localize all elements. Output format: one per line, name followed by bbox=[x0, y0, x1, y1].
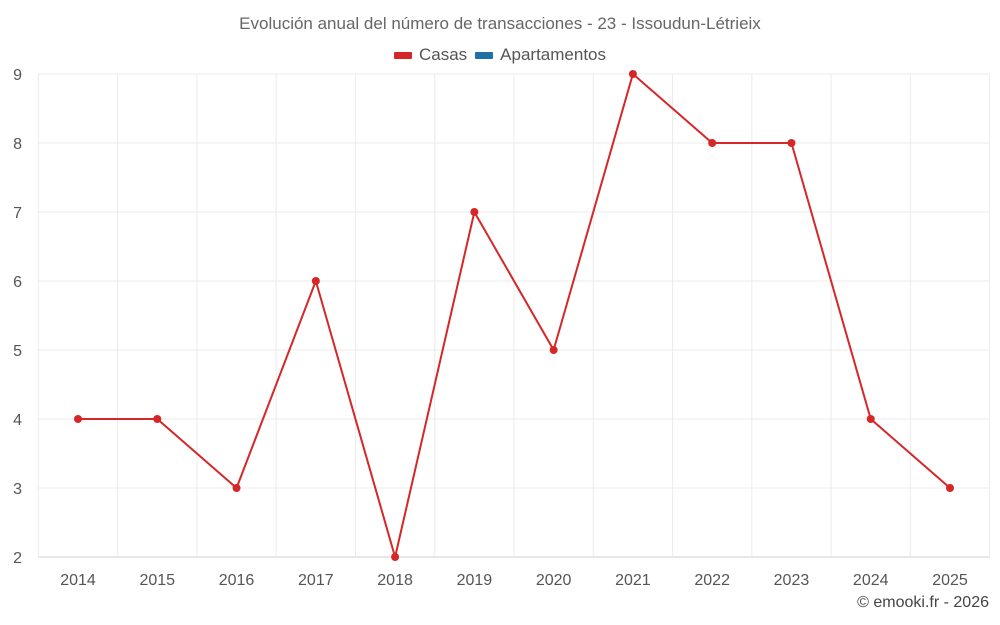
series-line-casas bbox=[78, 73, 951, 558]
data-point bbox=[866, 415, 875, 423]
data-point bbox=[311, 277, 320, 285]
x-tick-label: 2015 bbox=[139, 572, 175, 589]
data-point bbox=[946, 484, 954, 492]
x-tick-label: 2019 bbox=[457, 572, 493, 589]
x-tick-label: 2024 bbox=[853, 572, 889, 589]
data-point bbox=[628, 70, 637, 78]
legend-label-casas: Casas bbox=[418, 45, 468, 64]
data-point bbox=[787, 139, 796, 147]
data-point bbox=[391, 553, 400, 561]
series-casas bbox=[74, 70, 954, 561]
grid bbox=[37, 73, 991, 558]
x-tick-label: 2018 bbox=[377, 572, 413, 589]
legend-label-apartamentos: Apartamentos bbox=[500, 45, 607, 64]
x-tick-label: 2022 bbox=[694, 572, 730, 589]
data-point bbox=[470, 208, 479, 216]
y-tick-label: 5 bbox=[13, 343, 22, 360]
data-point bbox=[153, 415, 162, 423]
axes: 2 3 4 5 6 7 8 9 2014 2015 2016 2017 2018 2019 2020 2021… bbox=[13, 67, 968, 589]
y-tick-label: 2 bbox=[13, 550, 22, 567]
y-tick-label: 3 bbox=[13, 481, 22, 498]
chart-title: Evolución anual del número de transaccio… bbox=[239, 14, 761, 33]
data-point bbox=[74, 415, 82, 423]
data-point bbox=[232, 484, 241, 492]
data-point bbox=[708, 139, 717, 147]
credit-text: © emooki.fr - 2026 bbox=[857, 594, 989, 611]
x-tick-label: 2014 bbox=[60, 572, 96, 589]
y-tick-label: 4 bbox=[13, 412, 22, 429]
legend-item-apartamentos[interactable]: Apartamentos bbox=[475, 45, 606, 65]
x-tick-label: 2021 bbox=[615, 572, 651, 589]
legend-swatch-casas bbox=[393, 51, 412, 59]
x-tick-label: 2017 bbox=[298, 572, 334, 589]
x-tick-label: 2023 bbox=[774, 572, 810, 589]
data-point bbox=[549, 346, 558, 354]
y-tick-label: 8 bbox=[13, 136, 22, 153]
y-tick-label: 6 bbox=[13, 274, 22, 291]
x-tick-label: 2020 bbox=[536, 572, 572, 589]
y-tick-label: 7 bbox=[13, 205, 22, 222]
y-tick-label: 9 bbox=[13, 67, 22, 84]
x-tick-label: 2016 bbox=[219, 572, 255, 589]
legend: Casas Apartamentos bbox=[0, 45, 1000, 65]
x-tick-label: 2025 bbox=[932, 572, 968, 589]
legend-swatch-apartamentos bbox=[475, 51, 494, 59]
legend-item-casas[interactable]: Casas bbox=[393, 45, 468, 65]
